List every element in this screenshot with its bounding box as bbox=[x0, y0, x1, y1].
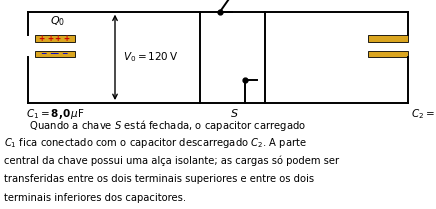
Bar bbox=[368, 35, 408, 42]
Text: − −: − − bbox=[41, 49, 57, 58]
Text: − −: − − bbox=[53, 49, 69, 58]
Text: $S$: $S$ bbox=[230, 107, 239, 119]
Bar bbox=[35, 51, 75, 57]
Text: + +: + + bbox=[55, 34, 71, 43]
Text: $C_1$ fica conectado com o capacitor descarregado $C_2$. A parte: $C_1$ fica conectado com o capacitor des… bbox=[4, 136, 307, 150]
Text: Quando a chave $S$ está fechada, o capacitor carregado: Quando a chave $S$ está fechada, o capac… bbox=[4, 118, 307, 133]
Bar bbox=[35, 35, 75, 42]
Text: transferidas entre os dois terminais superiores e entre os dois: transferidas entre os dois terminais sup… bbox=[4, 174, 314, 184]
Text: $C_1 =\mathbf{8{,}0}\,\mu\mathrm{F}$: $C_1 =\mathbf{8{,}0}\,\mu\mathrm{F}$ bbox=[26, 107, 85, 121]
Text: $V_0 = 120\,\mathrm{V}$: $V_0 = 120\,\mathrm{V}$ bbox=[123, 50, 178, 64]
Bar bbox=[368, 51, 408, 57]
Text: $Q_0$: $Q_0$ bbox=[51, 15, 65, 28]
Text: $C_2 = 4{,}0\,\mu\mathrm{F}$: $C_2 = 4{,}0\,\mu\mathrm{F}$ bbox=[411, 107, 436, 121]
Text: + +: + + bbox=[39, 34, 54, 43]
Text: terminais inferiores dos capacitores.: terminais inferiores dos capacitores. bbox=[4, 193, 187, 203]
Text: central da chave possui uma alça isolante; as cargas só podem ser: central da chave possui uma alça isolant… bbox=[4, 155, 340, 166]
